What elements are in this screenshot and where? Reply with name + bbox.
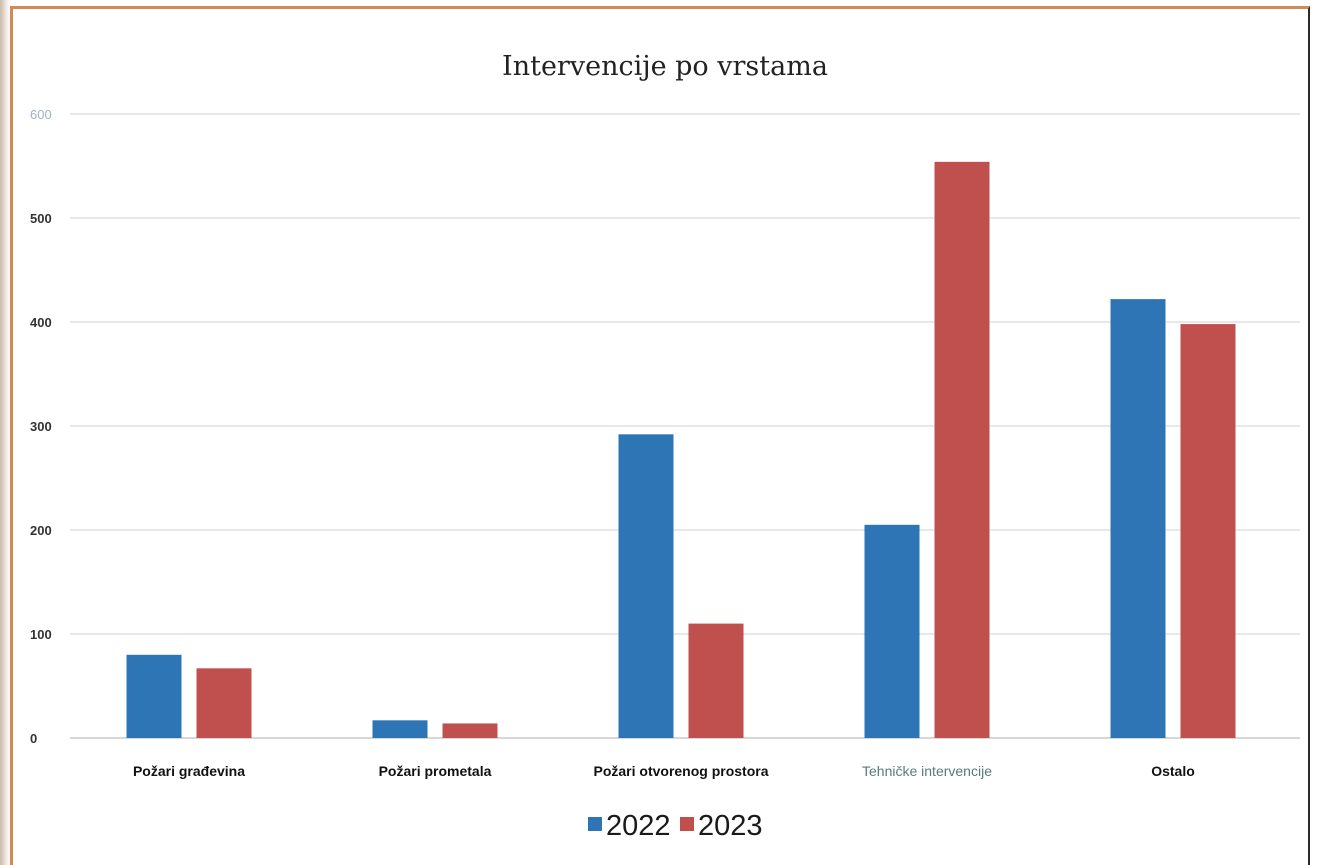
bar-2023-3: [934, 161, 990, 739]
y-tick-label: 300: [30, 419, 52, 434]
bar-2022-0: [126, 654, 182, 738]
legend-label-2023: 2023: [698, 810, 763, 842]
y-tick-label: 500: [30, 211, 52, 226]
x-tick-label: Požari prometala: [379, 763, 492, 779]
y-axis-ticks: 0 100 200 300 400 500 600: [30, 107, 52, 746]
legend-swatch-2022: [588, 817, 602, 831]
y-tick-label: 400: [30, 315, 52, 330]
bar-2023-2: [688, 623, 744, 738]
bar-2022-2: [618, 434, 674, 738]
x-tick-label: Požari otvorenog prostora: [593, 763, 768, 779]
bars: [126, 161, 1236, 739]
chart-title: Intervencije po vrstama: [502, 51, 828, 82]
x-tick-label: Požari građevina: [133, 763, 245, 779]
bar-2023-4: [1180, 324, 1236, 738]
legend: 2022 2023: [588, 810, 763, 842]
bar-2022-4: [1110, 299, 1166, 738]
legend-swatch-2023: [680, 817, 694, 831]
gridlines: [70, 113, 1300, 739]
y-tick-label: 600: [30, 107, 52, 122]
y-tick-label: 100: [30, 627, 52, 642]
y-tick-label: 200: [30, 523, 52, 538]
x-axis-ticks: Požari građevina Požari prometala Požari o…: [133, 763, 1195, 779]
legend-label-2022: 2022: [606, 810, 671, 842]
scan-edge-shadow: [0, 0, 10, 865]
bar-2023-0: [196, 668, 252, 738]
bar-2023-1: [442, 723, 498, 738]
bar-2022-1: [372, 720, 428, 738]
y-tick-label: 0: [30, 731, 37, 746]
x-tick-label: Ostalo: [1151, 763, 1195, 779]
bar-2022-3: [864, 524, 920, 738]
x-tick-label: Tehničke intervencije: [862, 763, 992, 779]
